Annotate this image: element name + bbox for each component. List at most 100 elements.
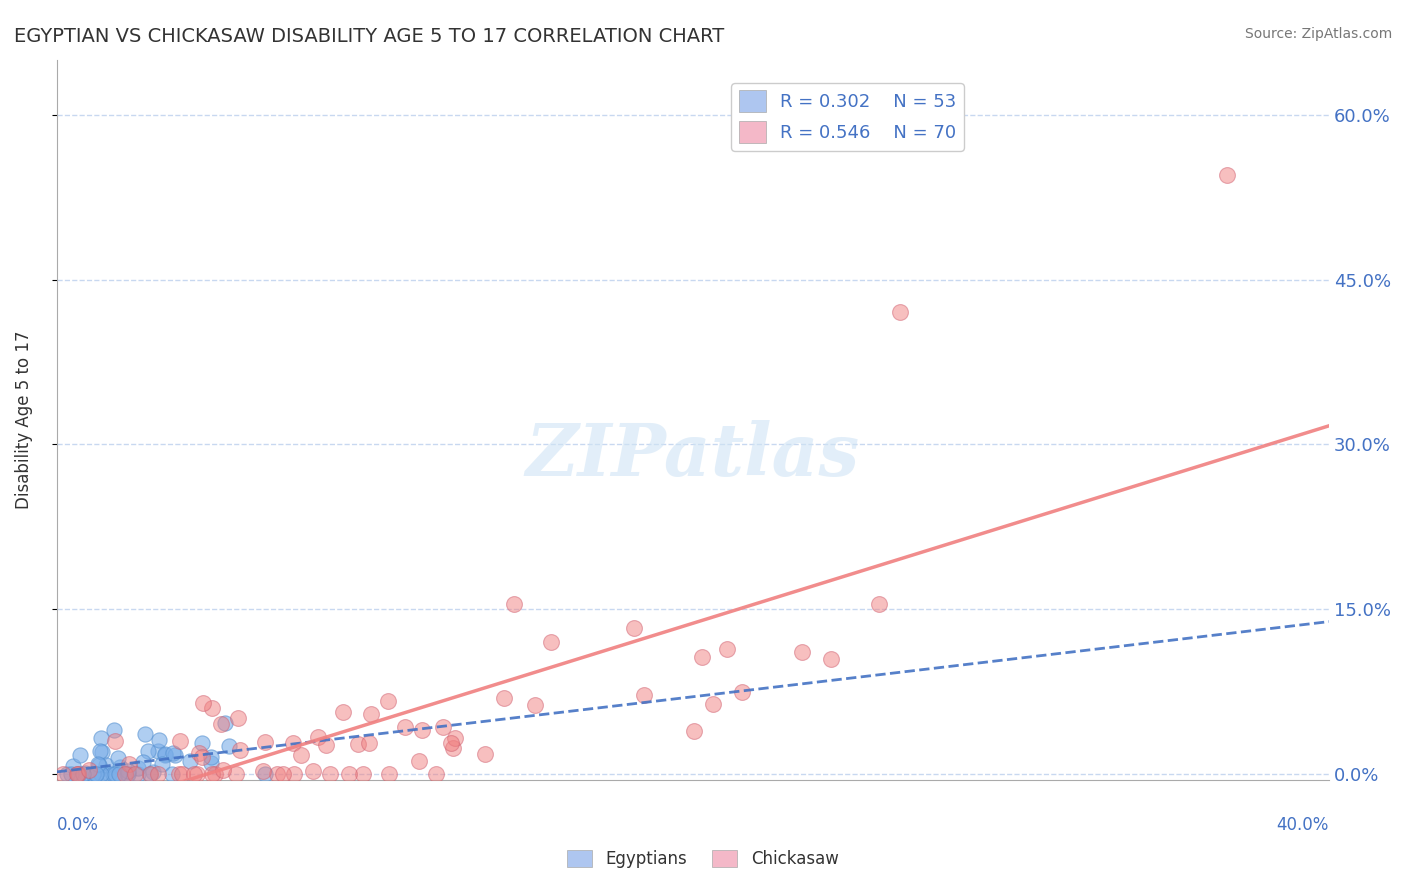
Egyptians — [87, 756, 110, 771]
Egyptians — [110, 760, 132, 774]
Egyptians — [179, 754, 201, 768]
Chickasaw — [104, 733, 127, 747]
Egyptians — [101, 767, 124, 781]
Chickasaw — [67, 767, 90, 781]
Chickasaw — [117, 756, 139, 771]
Egyptians — [55, 767, 77, 781]
Chickasaw — [408, 754, 430, 768]
Chickasaw — [633, 688, 655, 702]
Egyptians — [153, 747, 176, 762]
Text: EGYPTIAN VS CHICKASAW DISABILITY AGE 5 TO 17 CORRELATION CHART: EGYPTIAN VS CHICKASAW DISABILITY AGE 5 T… — [14, 27, 724, 45]
Egyptians — [117, 764, 139, 778]
Chickasaw — [432, 720, 454, 734]
Chickasaw — [690, 650, 713, 665]
Egyptians — [66, 767, 89, 781]
Egyptians — [214, 716, 236, 731]
Legend: R = 0.302    N = 53, R = 0.546    N = 70: R = 0.302 N = 53, R = 0.546 N = 70 — [731, 83, 963, 151]
Egyptians — [200, 756, 222, 771]
Chickasaw — [226, 711, 249, 725]
Chickasaw — [253, 734, 276, 748]
Chickasaw — [868, 597, 890, 611]
Chickasaw — [623, 621, 645, 635]
Chickasaw — [169, 734, 191, 748]
Egyptians — [160, 767, 183, 781]
Egyptians — [94, 757, 117, 772]
Egyptians — [139, 767, 162, 781]
Legend: Egyptians, Chickasaw: Egyptians, Chickasaw — [561, 843, 845, 875]
Egyptians — [136, 744, 159, 758]
Egyptians — [128, 761, 150, 775]
Egyptians — [84, 767, 107, 781]
Chickasaw — [124, 767, 146, 781]
Chickasaw — [266, 767, 288, 781]
Chickasaw — [229, 742, 252, 756]
Egyptians — [60, 767, 83, 781]
Chickasaw — [502, 597, 524, 611]
Egyptians — [82, 767, 104, 781]
Egyptians — [146, 744, 169, 758]
Egyptians — [72, 767, 94, 781]
Chickasaw — [524, 698, 547, 712]
Chickasaw — [346, 737, 368, 751]
Chickasaw — [319, 767, 342, 781]
Egyptians — [94, 767, 117, 781]
Egyptians — [117, 767, 139, 781]
Egyptians — [153, 747, 176, 761]
Egyptians — [117, 767, 139, 781]
Egyptians — [165, 747, 187, 762]
Chickasaw — [307, 730, 329, 744]
Egyptians — [162, 746, 184, 760]
Chickasaw — [474, 747, 496, 761]
Chickasaw — [302, 764, 325, 779]
Egyptians — [103, 767, 125, 781]
Chickasaw — [378, 767, 401, 781]
Egyptians — [254, 767, 277, 781]
Chickasaw — [252, 764, 274, 779]
Egyptians — [134, 727, 156, 741]
Chickasaw — [188, 746, 211, 760]
Chickasaw — [820, 652, 842, 666]
Chickasaw — [271, 767, 294, 781]
Egyptians — [90, 767, 112, 781]
Egyptians — [142, 764, 165, 779]
Chickasaw — [148, 767, 170, 781]
Egyptians — [67, 767, 90, 781]
Chickasaw — [716, 641, 738, 656]
Chickasaw — [730, 684, 752, 698]
Chickasaw — [201, 767, 224, 781]
Chickasaw — [212, 763, 235, 777]
Chickasaw — [77, 763, 100, 777]
Chickasaw — [114, 767, 136, 781]
Text: 0.0%: 0.0% — [56, 816, 98, 834]
Chickasaw — [702, 697, 724, 711]
Chickasaw — [170, 767, 193, 781]
Chickasaw — [66, 767, 89, 781]
Egyptians — [87, 757, 110, 772]
Chickasaw — [139, 767, 162, 781]
Chickasaw — [394, 720, 416, 734]
Chickasaw — [889, 305, 911, 319]
Chickasaw — [204, 767, 226, 781]
Chickasaw — [425, 767, 447, 781]
Chickasaw — [540, 635, 562, 649]
Chickasaw — [411, 723, 433, 737]
Chickasaw — [186, 767, 208, 781]
Chickasaw — [492, 690, 515, 705]
Chickasaw — [201, 701, 224, 715]
Chickasaw — [315, 738, 337, 752]
Egyptians — [62, 759, 84, 773]
Chickasaw — [352, 767, 374, 781]
Chickasaw — [377, 694, 399, 708]
Chickasaw — [283, 767, 305, 781]
Egyptians — [200, 749, 222, 764]
Chickasaw — [683, 723, 706, 738]
Egyptians — [90, 731, 112, 745]
Chickasaw — [52, 767, 75, 781]
Egyptians — [218, 739, 240, 753]
Chickasaw — [183, 767, 205, 781]
Egyptians — [91, 745, 114, 759]
Egyptians — [150, 757, 173, 772]
Egyptians — [107, 750, 129, 764]
Egyptians — [108, 767, 131, 781]
Chickasaw — [281, 736, 304, 750]
